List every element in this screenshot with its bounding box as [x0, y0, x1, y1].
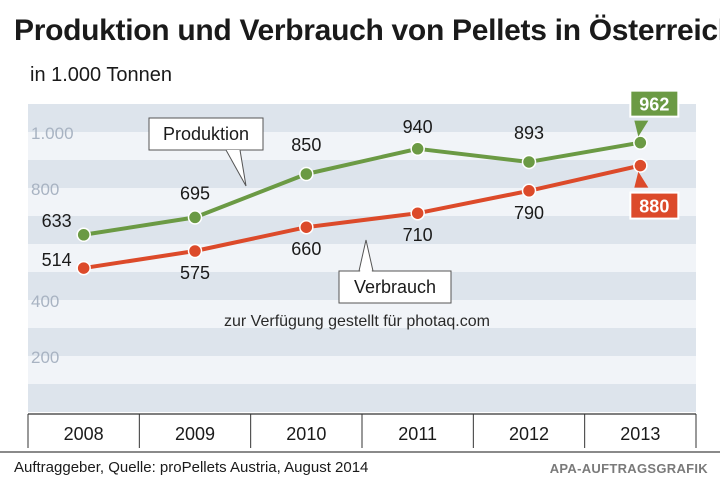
- x-tick-label: 2013: [620, 424, 660, 444]
- legend-callout-verbrauch-pointer-cover: [360, 240, 372, 272]
- data-label-verbrauch: 710: [403, 225, 433, 245]
- credit-label: APA-AUFTRAGSGRAFIK: [549, 461, 708, 476]
- series-line-produktion: [83, 140, 641, 237]
- legend-callout-produktion-box: [148, 117, 264, 151]
- data-point-verbrauch: [187, 243, 203, 259]
- x-tick-label: 2009: [175, 424, 215, 444]
- data-label-produktion-final-box: [629, 89, 680, 118]
- data-label-verbrauch-final: 880: [639, 197, 669, 217]
- legend-label-produktion: Produktion: [163, 124, 249, 144]
- y-tick-label: 400: [31, 292, 59, 311]
- data-label-produktion-final: 962: [639, 95, 669, 115]
- x-tick-label: 2008: [64, 424, 104, 444]
- data-point-produktion: [187, 210, 203, 225]
- grid-band: [28, 104, 696, 132]
- grid-band: [28, 160, 696, 188]
- x-tick-label: 2010: [286, 424, 326, 444]
- data-point-verbrauch: [299, 219, 314, 235]
- data-label-produktion: 633: [42, 211, 72, 231]
- legend-callout-produktion-pointer: [225, 149, 247, 187]
- watermark-text: zur Verfügung gestellt für photaq.com: [224, 313, 490, 330]
- grid-band: [28, 328, 696, 356]
- series-line-verbrauch: [83, 163, 641, 271]
- data-label-verbrauch-final-box: [629, 191, 680, 220]
- x-tick-label: 2012: [509, 424, 549, 444]
- data-label-verbrauch: 660: [291, 239, 321, 259]
- legend-callout-verbrauch-box: [338, 270, 452, 304]
- badge-pointer-verbrauch: [634, 171, 649, 188]
- legend-callout-verbrauch-pointer: [358, 239, 374, 272]
- data-point-produktion: [633, 135, 648, 150]
- source-note: Auftraggeber, Quelle: proPellets Austria…: [14, 459, 369, 476]
- data-point-verbrauch: [410, 205, 425, 221]
- unit-label: in 1.000 Tonnen: [30, 64, 172, 86]
- badge-pointer-produktion: [634, 120, 649, 137]
- data-label-produktion: 893: [514, 123, 544, 143]
- data-point-produktion: [521, 154, 537, 170]
- y-tick-label: 1.000: [31, 124, 74, 143]
- data-label-produktion: 850: [291, 135, 321, 155]
- y-tick-label: 200: [31, 348, 59, 367]
- chart-title: Produktion und Verbrauch von Pellets in …: [14, 14, 720, 47]
- data-label-verbrauch: 575: [180, 263, 210, 283]
- data-point-verbrauch: [633, 158, 648, 173]
- data-point-produktion: [76, 227, 91, 243]
- data-label-produktion: 940: [403, 117, 433, 137]
- data-point-verbrauch: [76, 260, 91, 276]
- data-label-verbrauch: 514: [42, 250, 72, 270]
- data-point-verbrauch: [521, 183, 537, 199]
- grid-band: [28, 384, 696, 412]
- y-tick-label: 800: [31, 180, 59, 199]
- data-label-produktion: 695: [180, 183, 210, 203]
- data-point-produktion: [299, 166, 314, 182]
- x-tick-label: 2011: [398, 424, 437, 444]
- data-label-verbrauch: 790: [514, 203, 544, 223]
- legend-label-verbrauch: Verbrauch: [354, 277, 436, 297]
- data-point-produktion: [410, 141, 425, 157]
